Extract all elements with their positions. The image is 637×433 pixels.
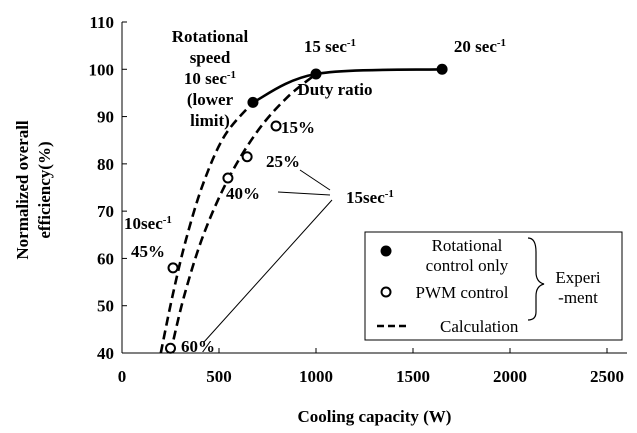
legend-swatch xyxy=(380,286,392,298)
annotation-part: 25% xyxy=(266,152,300,171)
legend-group-label: Experi xyxy=(555,268,601,287)
y-axis-label: Normalized overall xyxy=(13,120,32,260)
annotation-part: 15 sec xyxy=(304,37,347,56)
annotation-part: 15% xyxy=(281,118,315,137)
annotation-part: Duty ratio xyxy=(297,80,372,99)
x-tick-label: 500 xyxy=(206,367,232,386)
legend-label: Calculation xyxy=(440,317,519,336)
annotation-part: -1 xyxy=(227,69,236,81)
annotation: 15 sec-1 xyxy=(304,37,356,56)
annotation: 60% xyxy=(181,337,215,356)
y-tick-label: 40 xyxy=(97,344,114,363)
legend-label: Rotational control only xyxy=(426,236,509,275)
y-tick-label: 50 xyxy=(97,297,114,316)
annotation: 15% xyxy=(281,118,315,137)
point xyxy=(247,96,259,108)
legend-swatch xyxy=(380,245,392,257)
point xyxy=(310,68,322,80)
annotation: 40% xyxy=(226,184,260,203)
y-tick-label: 110 xyxy=(89,13,114,32)
point xyxy=(270,120,282,132)
legend-group-label: -ment xyxy=(558,288,598,307)
legend-brace xyxy=(527,237,545,321)
series-line xyxy=(159,101,254,354)
annotation: Rotational xyxy=(172,27,249,46)
legend-box xyxy=(364,231,623,341)
annotation-part: 20 sec xyxy=(454,37,497,56)
annotation-part: -1 xyxy=(347,37,356,49)
annotation-part: 45% xyxy=(131,242,165,261)
annotation: 20 sec-1 xyxy=(454,37,506,56)
annotation-part: -1 xyxy=(163,214,172,226)
leader-line xyxy=(277,191,331,196)
point xyxy=(165,342,176,354)
annotation-part: 15sec xyxy=(346,188,385,207)
annotation-part: 10 sec xyxy=(184,69,227,88)
y-tick-label: 100 xyxy=(89,60,115,79)
leader-line xyxy=(299,169,331,191)
annotation-part: -1 xyxy=(497,37,506,49)
leader-line xyxy=(203,199,333,343)
y-tick-label: 80 xyxy=(97,155,114,174)
annotation-part: Rotational xyxy=(172,27,249,46)
annotation: speed xyxy=(190,48,231,67)
y-tick-label: 70 xyxy=(97,202,114,221)
annotation: Duty ratio xyxy=(297,80,372,99)
annotation: 10sec-1 xyxy=(124,214,172,233)
y-axis-label: efficiency(%) xyxy=(35,141,54,238)
annotation: (lower xyxy=(187,90,234,109)
y-tick-label: 60 xyxy=(97,249,114,268)
annotation-part: (lower xyxy=(187,90,234,109)
annotation-part: 40% xyxy=(226,184,260,203)
annotation-part: limit) xyxy=(190,111,230,130)
annotation: 10 sec-1 xyxy=(184,69,236,88)
annotation: 45% xyxy=(131,242,165,261)
point xyxy=(222,172,234,184)
point xyxy=(436,63,448,75)
annotation-part: 10sec xyxy=(124,214,163,233)
annotation-part: speed xyxy=(190,48,231,67)
annotation: 15sec-1 xyxy=(346,188,394,207)
x-tick-label: 1500 xyxy=(396,367,430,386)
annotation-part: 60% xyxy=(181,337,215,356)
annotation: 25% xyxy=(266,152,300,171)
annotation: limit) xyxy=(190,111,230,130)
legend-label: PWM control xyxy=(415,283,508,302)
y-tick-label: 90 xyxy=(97,108,114,127)
x-tick-label: 1000 xyxy=(299,367,333,386)
x-axis-label: Cooling capacity (W) xyxy=(298,407,452,426)
annotation-part: -1 xyxy=(385,188,394,200)
point xyxy=(167,262,179,274)
x-tick-label: 2500 xyxy=(590,367,624,386)
x-tick-label: 2000 xyxy=(493,367,527,386)
x-tick-label: 0 xyxy=(118,367,127,386)
point xyxy=(241,151,253,163)
